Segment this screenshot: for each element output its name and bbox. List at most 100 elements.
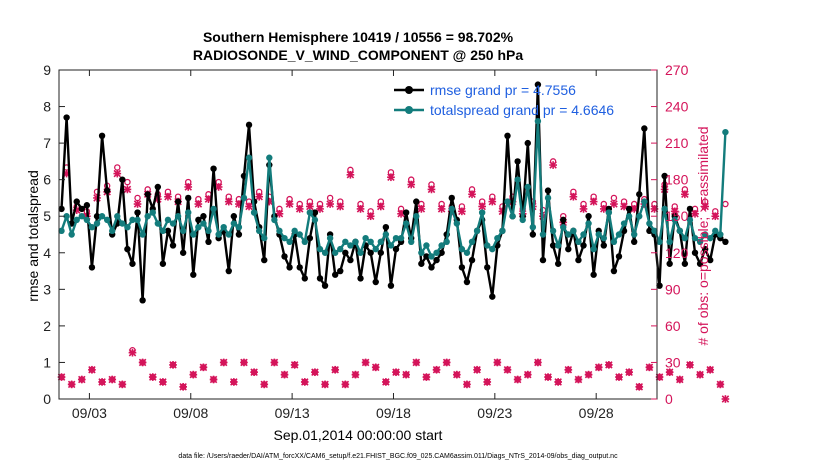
obs-assimilated-point bbox=[523, 370, 532, 379]
y-tick-label: 1 bbox=[43, 354, 51, 370]
obs-assimilated-point bbox=[584, 370, 593, 379]
totalspread-point bbox=[707, 234, 714, 242]
totalspread-point bbox=[367, 238, 374, 246]
obs-assimilated-point bbox=[534, 358, 542, 367]
rmse-point bbox=[458, 264, 466, 271]
y2-tick-label: 120 bbox=[665, 245, 689, 261]
rmse-point bbox=[646, 227, 653, 235]
rmse-point bbox=[98, 132, 106, 139]
rmse-point bbox=[529, 231, 537, 238]
totalspread-point bbox=[149, 209, 156, 216]
totalspread-point bbox=[529, 223, 537, 231]
y-tick-label: 2 bbox=[43, 318, 51, 334]
y-tick-label: 6 bbox=[43, 172, 51, 188]
rmse-point bbox=[514, 158, 521, 165]
obs-assimilated-point bbox=[356, 205, 365, 213]
totalspread-point bbox=[362, 234, 369, 242]
y-axis-left: 0 1 2 3 4 5 6 7 8 9 bbox=[43, 62, 65, 407]
obs-assimilated-point bbox=[224, 197, 233, 206]
totalspread-point bbox=[114, 213, 121, 220]
totalspread-point bbox=[185, 209, 192, 216]
totalspread-point bbox=[504, 198, 511, 205]
totalspread-point bbox=[494, 234, 501, 242]
y2-tick-label: 90 bbox=[665, 281, 681, 297]
rmse-point bbox=[489, 293, 496, 300]
totalspread-point bbox=[615, 231, 623, 238]
rmse-point bbox=[423, 253, 430, 260]
legend-rmse-marker bbox=[405, 86, 413, 94]
totalspread-point bbox=[580, 231, 587, 238]
rmse-point bbox=[129, 260, 136, 267]
obs-assimilated-point bbox=[427, 185, 436, 194]
obs-assimilated-point bbox=[706, 365, 715, 374]
obs-assimilated-point bbox=[326, 200, 334, 208]
obs-assimilated-point bbox=[452, 370, 461, 379]
obs-assimilated-point bbox=[245, 202, 253, 211]
totalspread-point bbox=[620, 220, 628, 227]
rmse-point bbox=[554, 260, 562, 267]
y-tick-label: 3 bbox=[43, 281, 51, 297]
totalspread-point bbox=[377, 238, 385, 246]
y2-tick-label: 270 bbox=[665, 62, 689, 78]
totalspread-point bbox=[514, 176, 521, 183]
rmse-point bbox=[195, 216, 202, 224]
y2-tick-label: 150 bbox=[665, 208, 689, 224]
obs-assimilated-point bbox=[295, 205, 304, 213]
totalspread-point bbox=[585, 220, 592, 227]
rmse-point bbox=[124, 245, 131, 253]
totalspread-point bbox=[296, 231, 303, 238]
obs-assimilated-point bbox=[376, 202, 385, 211]
obs-assimilated-point bbox=[260, 380, 269, 389]
totalspread-point bbox=[392, 234, 400, 242]
totalspread-point bbox=[174, 213, 182, 220]
y-tick-label: 0 bbox=[43, 391, 51, 407]
y-tick-label: 9 bbox=[43, 62, 51, 78]
totalspread-point bbox=[225, 231, 232, 238]
obs-assimilated-point bbox=[214, 183, 223, 191]
obs-assimilated-point bbox=[98, 378, 106, 386]
rmse-point bbox=[701, 245, 709, 253]
rmse-point bbox=[707, 256, 714, 264]
x-tick-label: 09/18 bbox=[376, 405, 411, 421]
chart-title: Southern Hemisphere 10419 / 10556 = 98.7… bbox=[203, 29, 514, 45]
totalspread-point bbox=[342, 238, 349, 246]
rmse-point bbox=[230, 213, 238, 220]
x-axis: 09/03 09/08 09/13 09/18 09/23 09/28 bbox=[72, 70, 614, 421]
totalspread-point bbox=[397, 234, 405, 242]
totalspread-point bbox=[473, 227, 481, 235]
obs-assimilated-point bbox=[159, 378, 167, 386]
obs-assimilated-point bbox=[554, 378, 563, 386]
totalspread-point bbox=[261, 234, 268, 242]
totalspread-point bbox=[179, 227, 187, 235]
obs-assimilated-point bbox=[493, 358, 502, 367]
obs-assimilated-point bbox=[209, 375, 218, 384]
obs-assimilated-point bbox=[351, 370, 360, 379]
totalspread-point bbox=[468, 238, 476, 246]
y2-tick-label: 180 bbox=[665, 172, 689, 188]
rmse-point bbox=[387, 282, 395, 289]
totalspread-point bbox=[722, 128, 729, 136]
obs-assimilated-point bbox=[133, 200, 142, 208]
rmse-point bbox=[625, 205, 633, 213]
totalspread-point bbox=[646, 220, 653, 227]
totalspread-point bbox=[306, 209, 314, 216]
obs-assimilated-point bbox=[665, 368, 674, 377]
totalspread-point bbox=[402, 220, 410, 227]
y2-tick-label: 0 bbox=[665, 391, 673, 407]
rmse-point bbox=[367, 249, 374, 256]
totalspread-point bbox=[230, 220, 238, 227]
rmse-point bbox=[169, 242, 177, 249]
obs-assimilated-point bbox=[625, 368, 633, 377]
rmse-point bbox=[296, 264, 303, 271]
obs-assimilated-point bbox=[402, 370, 410, 379]
totalspread-point bbox=[164, 216, 172, 224]
rmse-point bbox=[428, 264, 435, 271]
totalspread-point bbox=[509, 213, 516, 220]
totalspread-point bbox=[539, 231, 547, 238]
obs-assimilated-point bbox=[721, 395, 730, 403]
obs-assimilated-point bbox=[412, 358, 421, 367]
totalspread-point bbox=[103, 216, 111, 224]
totalspread-point bbox=[560, 223, 567, 231]
totalspread-point bbox=[159, 227, 167, 235]
rmse-point bbox=[306, 234, 314, 242]
